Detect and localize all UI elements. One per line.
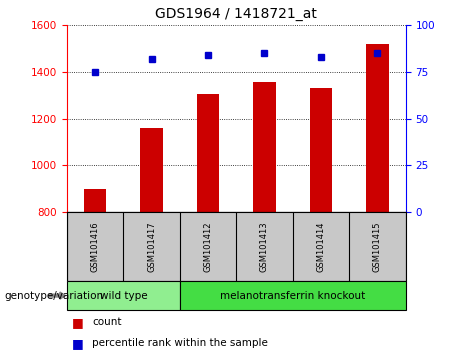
Text: wild type: wild type — [100, 291, 147, 301]
Text: genotype/variation: genotype/variation — [5, 291, 104, 301]
Bar — [140, 128, 163, 212]
Bar — [180, 281, 406, 310]
Text: percentile rank within the sample: percentile rank within the sample — [92, 338, 268, 348]
Bar — [84, 189, 106, 212]
Text: GSM101412: GSM101412 — [203, 222, 213, 272]
Text: GSM101416: GSM101416 — [90, 222, 100, 272]
Text: melanotransferrin knockout: melanotransferrin knockout — [220, 291, 366, 301]
Text: GSM101414: GSM101414 — [316, 222, 325, 272]
Text: ■: ■ — [71, 316, 83, 329]
Text: count: count — [92, 317, 122, 327]
Bar — [197, 94, 219, 212]
Title: GDS1964 / 1418721_at: GDS1964 / 1418721_at — [155, 7, 317, 21]
Bar — [253, 81, 276, 212]
Text: GSM101417: GSM101417 — [147, 222, 156, 272]
Text: ■: ■ — [71, 337, 83, 350]
Bar — [310, 88, 332, 212]
Text: GSM101415: GSM101415 — [373, 222, 382, 272]
Bar — [67, 281, 180, 310]
Bar — [366, 44, 389, 212]
Text: GSM101413: GSM101413 — [260, 222, 269, 272]
